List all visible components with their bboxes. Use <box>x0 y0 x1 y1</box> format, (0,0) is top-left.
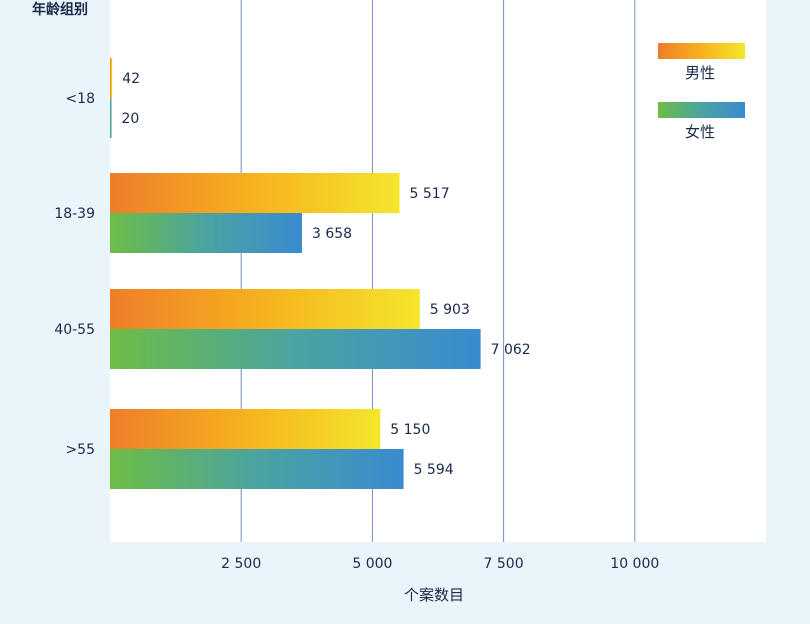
axes: 年龄组别 个案数目 2 500 5 000 7 500 10 000 <18 18-39 4… <box>32 1 659 604</box>
legend-swatch <box>658 102 745 118</box>
x-tick-label: 10 000 <box>610 556 659 572</box>
bar-male <box>110 409 381 449</box>
category-label: 40-55 <box>54 322 95 338</box>
legend-swatch <box>658 43 745 59</box>
bar-female <box>110 98 112 138</box>
data-label: 20 <box>122 111 140 127</box>
data-label: 5 150 <box>390 422 430 438</box>
category-label: <18 <box>65 91 95 107</box>
x-tick-label: 7 500 <box>484 556 524 572</box>
x-tick-label: 2 500 <box>221 556 261 572</box>
legend-label: 男性 <box>685 64 715 82</box>
bar-female <box>110 213 302 253</box>
data-label: 3 658 <box>312 226 352 242</box>
data-label: 5 903 <box>430 302 470 318</box>
x-tick-label: 5 000 <box>352 556 392 572</box>
category-label: >55 <box>65 442 95 458</box>
data-label: 42 <box>122 71 140 87</box>
bars <box>110 58 481 489</box>
bar-male <box>110 58 113 98</box>
bar-male <box>110 173 400 213</box>
bar-male <box>110 289 420 329</box>
category-label: 18-39 <box>54 206 95 222</box>
data-label: 5 517 <box>410 186 450 202</box>
data-label: 5 594 <box>414 462 454 478</box>
data-label: 7 062 <box>491 342 531 358</box>
x-axis-label: 个案数目 <box>404 586 464 604</box>
data-labels: 42 20 5 517 3 658 5 903 7 062 5 150 5 594 <box>122 71 531 478</box>
legend-label: 女性 <box>685 123 715 141</box>
bar-female <box>110 329 481 369</box>
bar-female <box>110 449 404 489</box>
y-axis-title: 年龄组别 <box>32 1 88 18</box>
